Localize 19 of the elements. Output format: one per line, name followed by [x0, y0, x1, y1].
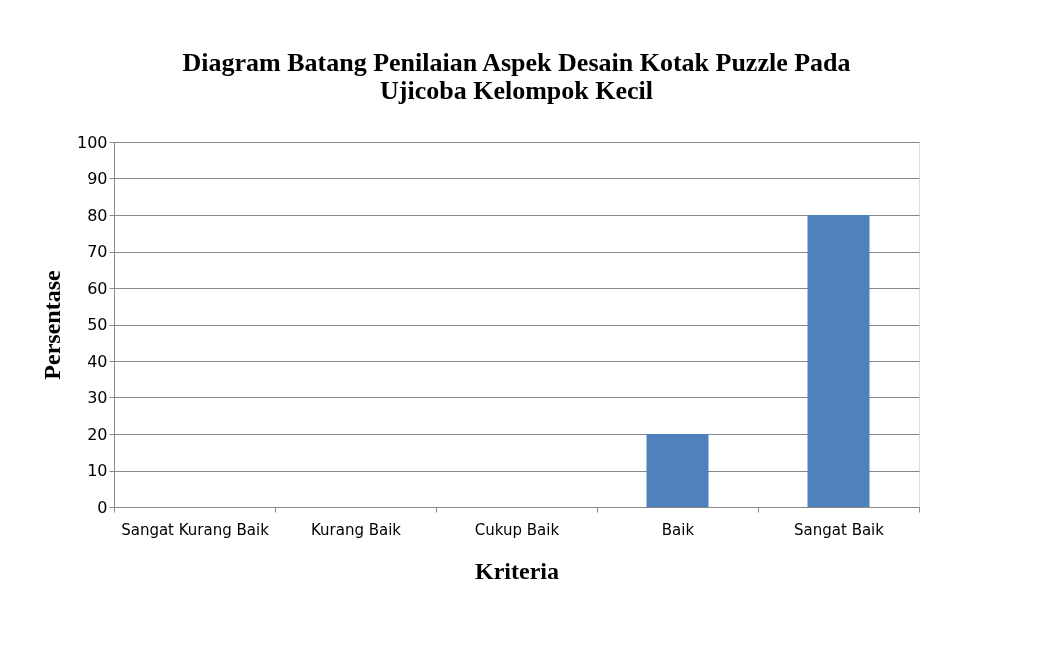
y-axis-title: Persentase — [38, 270, 65, 380]
x-axis-title: Kriteria — [475, 557, 559, 584]
y-tick-label: 100 — [76, 132, 108, 152]
y-tick-label: 20 — [87, 424, 108, 444]
y-tick-label: 90 — [87, 169, 108, 188]
y-tick-label: 10 — [87, 461, 108, 480]
x-tick-label: Kurang Baik — [310, 520, 402, 539]
chart-title: Diagram Batang Penilaian Aspek Desain Kotak Puzzle Pada Ujicoba Kelompok Kecil — [182, 48, 851, 105]
y-tick-label: 60 — [87, 278, 108, 298]
x-tick-label: Baik — [661, 520, 695, 539]
y-tick-label: 0 — [97, 497, 108, 517]
y-tick-label: 70 — [87, 242, 108, 261]
y-tick-label: 30 — [87, 388, 108, 407]
x-tick-label: Cukup Baik — [474, 520, 560, 539]
x-tick-label: Sangat Kurang Baik — [121, 520, 270, 539]
x-tick-label: Sangat Baik — [794, 520, 885, 539]
y-tick-label: 80 — [87, 205, 108, 225]
y-tick-label: 40 — [87, 351, 108, 371]
y-tick-label: 50 — [87, 315, 108, 334]
